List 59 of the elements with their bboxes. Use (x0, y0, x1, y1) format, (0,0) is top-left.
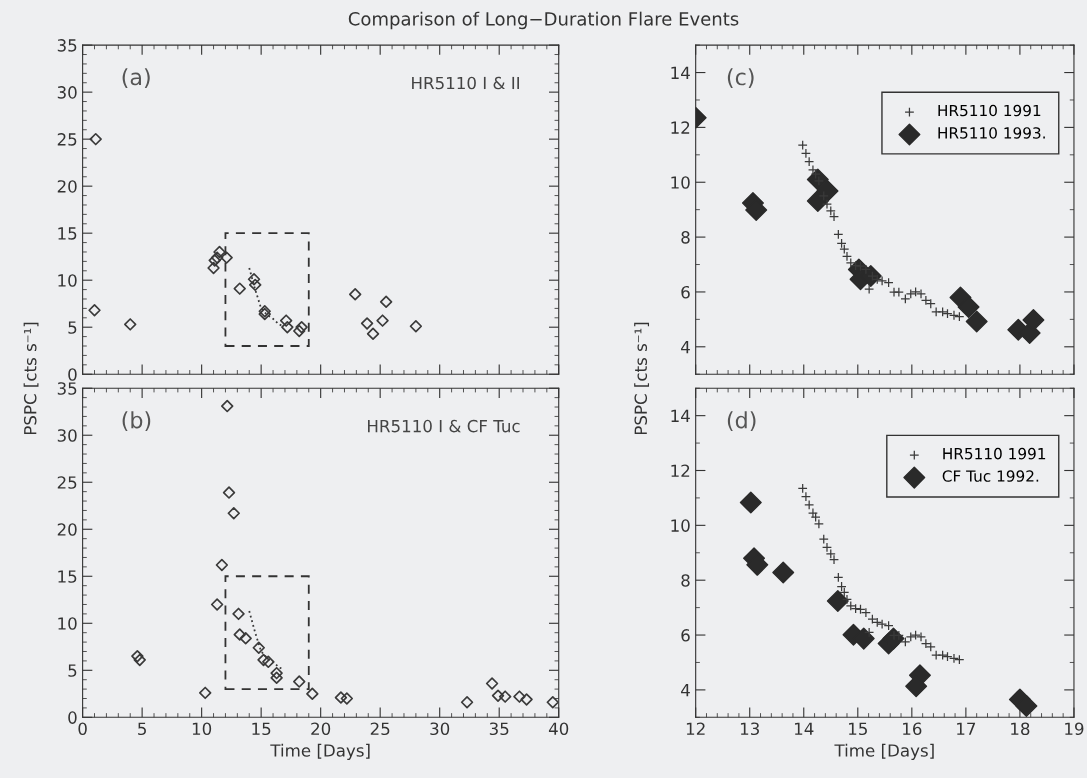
y-tick-label: 0 (68, 368, 77, 381)
y-tick-label: 5 (68, 321, 77, 334)
x-tick-label: 35 (489, 722, 509, 736)
chart-title: Comparison of Long−Duration Flare Events (348, 11, 739, 30)
y-tick-label: 35 (57, 39, 77, 52)
x-tick-label: 5 (138, 722, 146, 736)
y-tick-label: 20 (57, 523, 77, 536)
x-tick-label: 0 (78, 722, 87, 736)
y-tick-label: 10 (58, 617, 77, 630)
y-tick-label: 10 (671, 519, 690, 532)
annotation: (a) (122, 68, 150, 88)
y-tick-label: 25 (57, 476, 77, 489)
y-tick-label: 12 (671, 464, 690, 477)
annotation: (d) (727, 411, 756, 432)
y-tick-label: 12 (671, 121, 690, 134)
legend-label: HR5110 1993. (938, 127, 1045, 139)
annotation: HR5110 I & II (412, 76, 519, 90)
y-tick-label: 30 (57, 429, 77, 442)
x-tick-label: 25 (370, 722, 390, 736)
y-tick-label: 5 (68, 664, 77, 677)
x-tick-label: 15 (252, 722, 271, 736)
y-tick-label: 4 (681, 684, 690, 697)
x-tick-label: 30 (430, 722, 450, 736)
legend-label: CF Tuc 1992. (942, 470, 1039, 482)
legend-label: HR5110 1991 (943, 447, 1046, 460)
x-tick-label: 19 (1065, 722, 1084, 736)
x-tick-label: 15 (849, 722, 867, 736)
y-axis-title: PSPC [cts s⁻¹] (23, 322, 39, 435)
y-axis-title: PSPC [cts s⁻¹] (634, 322, 650, 435)
x-tick-label: 18 (1011, 722, 1030, 736)
y-tick-label: 15 (58, 570, 77, 583)
x-tick-label: 16 (903, 722, 922, 736)
annotation: (c) (727, 68, 754, 88)
y-tick-label: 14 (671, 66, 690, 79)
y-tick-label: 10 (671, 176, 690, 189)
x-axis-title: Time [Days] (834, 743, 934, 760)
x-tick-label: 17 (957, 722, 976, 735)
y-tick-label: 15 (58, 227, 77, 240)
y-tick-label: 6 (681, 285, 690, 299)
x-tick-label: 20 (311, 722, 331, 736)
x-axis-title: Time [Days] (270, 743, 370, 760)
y-tick-label: 0 (68, 711, 77, 724)
x-tick-label: 10 (192, 722, 212, 736)
legend-label: HR5110 1991 (938, 104, 1041, 117)
y-tick-label: 4 (681, 340, 690, 354)
y-tick-label: 20 (57, 180, 77, 193)
y-tick-label: 6 (681, 629, 690, 642)
y-tick-label: 30 (57, 86, 77, 99)
y-tick-label: 8 (681, 231, 690, 244)
annotation: HR5110 I & CF Tuc (368, 419, 520, 433)
y-tick-label: 35 (57, 382, 77, 395)
x-tick-label: 13 (740, 722, 759, 736)
annotation: (b) (122, 411, 151, 432)
y-tick-label: 8 (681, 574, 690, 587)
y-tick-label: 14 (671, 409, 690, 422)
y-tick-label: 25 (57, 133, 77, 146)
x-tick-label: 14 (794, 722, 814, 735)
x-tick-label: 40 (548, 722, 569, 736)
y-tick-label: 10 (58, 274, 77, 287)
